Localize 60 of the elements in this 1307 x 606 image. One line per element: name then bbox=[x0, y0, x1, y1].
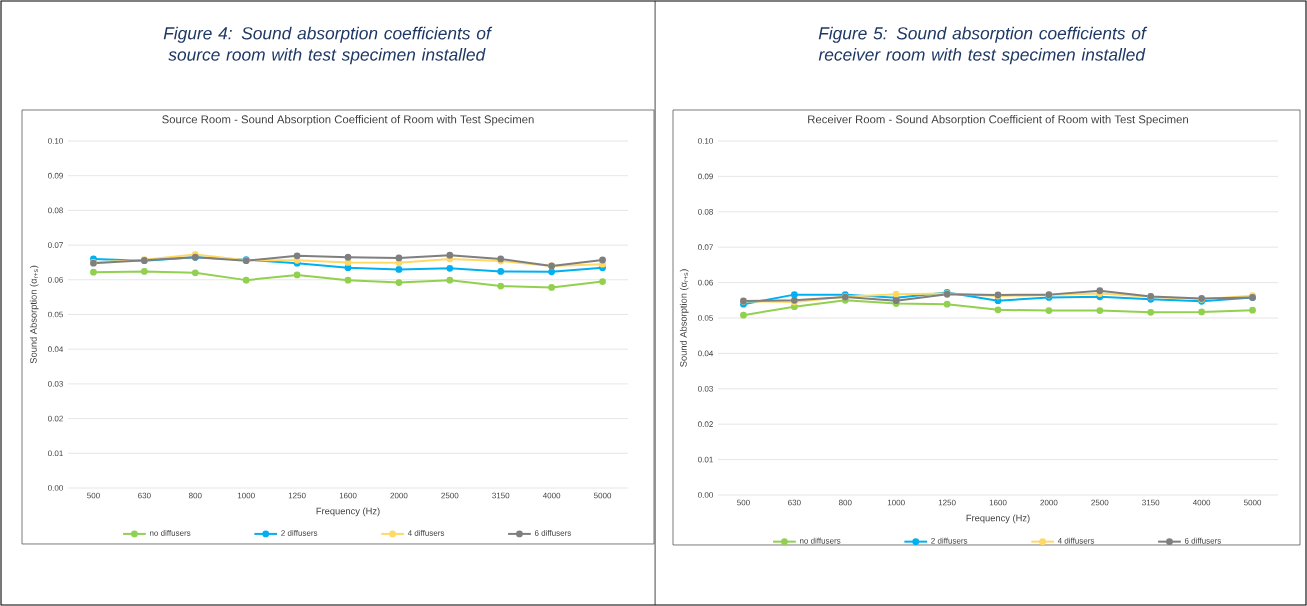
y-tick-label: 0.01 bbox=[698, 456, 713, 463]
y-tick-label: 0.03 bbox=[48, 381, 63, 387]
legend-label: 6 diffusers bbox=[1184, 537, 1221, 544]
text: Figure 5: Sound absorption coefficients of receiver room with test specimen installed bbox=[818, 26, 1148, 65]
x-tick-label: 1000 bbox=[887, 499, 905, 506]
x-tick-label: 2500 bbox=[441, 492, 459, 499]
y-tick-label: 0.06 bbox=[48, 276, 63, 283]
x-tick-label: 800 bbox=[838, 499, 852, 506]
x-tick-label: 3150 bbox=[1142, 499, 1160, 506]
x-tick-label: 500 bbox=[87, 492, 100, 499]
x-tick-label: 1250 bbox=[938, 499, 956, 506]
y-tick-label: 0.05 bbox=[698, 315, 713, 321]
y-tick-label: 0.02 bbox=[48, 415, 63, 422]
y-tick-label: 0.09 bbox=[48, 172, 63, 179]
x-tick-label: 1600 bbox=[989, 499, 1007, 506]
chart-title: Source Room - Sound Absorption Coefficient of Room with Test Specimen bbox=[162, 115, 534, 126]
x-tick-label: 2000 bbox=[1040, 499, 1058, 506]
legend-label: 4 diffusers bbox=[407, 530, 445, 536]
chart-title: Receiver Room - Sound Absorption Coefficient of Room with Test Specimen bbox=[808, 115, 1188, 126]
x-tick-label: 1600 bbox=[339, 492, 357, 499]
x-tick-label: 4000 bbox=[542, 492, 561, 499]
y-axis-title: Sound Absorption (α$_{r+s}$) bbox=[679, 269, 689, 367]
y-tick-label: 0.07 bbox=[698, 244, 713, 251]
legend-label: no diffusers bbox=[150, 530, 191, 536]
y-tick-label: 0.09 bbox=[698, 173, 713, 180]
y-tick-label: 0.05 bbox=[48, 311, 63, 318]
x-tick-label: 1000 bbox=[237, 492, 255, 499]
y-tick-label: 0.10 bbox=[48, 138, 63, 144]
y-tick-label: 0.10 bbox=[698, 138, 713, 144]
legend-label: no diffusers bbox=[800, 537, 841, 544]
x-tick-label: 3150 bbox=[492, 492, 510, 499]
y-tick-label: 0.00 bbox=[48, 485, 63, 491]
x-tick-label: 500 bbox=[737, 499, 750, 506]
x-tick-label: 800 bbox=[188, 492, 202, 499]
x-axis-title: Frequency (Hz) bbox=[966, 514, 1030, 524]
legend-label: 2 diffusers bbox=[931, 537, 968, 544]
y-tick-label: 0.08 bbox=[48, 207, 63, 214]
y-tick-label: 0.07 bbox=[48, 242, 63, 248]
legend-label: 2 diffusers bbox=[281, 530, 318, 536]
y-tick-label: 0.03 bbox=[698, 385, 713, 392]
y-tick-label: 0.08 bbox=[698, 208, 713, 215]
y-axis-title: Sound Absorption (α$_{r+s}$) bbox=[29, 265, 39, 364]
x-tick-label: 630 bbox=[138, 492, 151, 499]
y-tick-label: 0.06 bbox=[698, 279, 713, 286]
x-tick-label: 5000 bbox=[1243, 499, 1262, 506]
x-tick-label: 5000 bbox=[593, 492, 612, 499]
legend-label: 4 diffusers bbox=[1057, 537, 1095, 544]
x-tick-label: 2500 bbox=[1091, 499, 1109, 506]
x-tick-label: 630 bbox=[788, 499, 801, 506]
y-tick-label: 0.04 bbox=[48, 346, 64, 353]
x-tick-label: 1250 bbox=[288, 492, 306, 499]
x-axis-title: Frequency (Hz) bbox=[316, 507, 380, 517]
y-tick-label: 0.00 bbox=[698, 492, 713, 498]
text: Figure 4: Sound absorption coefficients of source room with test specimen installed bbox=[163, 26, 493, 65]
x-tick-label: 2000 bbox=[390, 492, 408, 499]
legend-label: 6 diffusers bbox=[534, 530, 571, 536]
y-tick-label: 0.02 bbox=[698, 421, 713, 428]
y-tick-label: 0.04 bbox=[698, 350, 714, 357]
y-tick-label: 0.01 bbox=[48, 450, 63, 457]
x-tick-label: 4000 bbox=[1192, 499, 1211, 506]
